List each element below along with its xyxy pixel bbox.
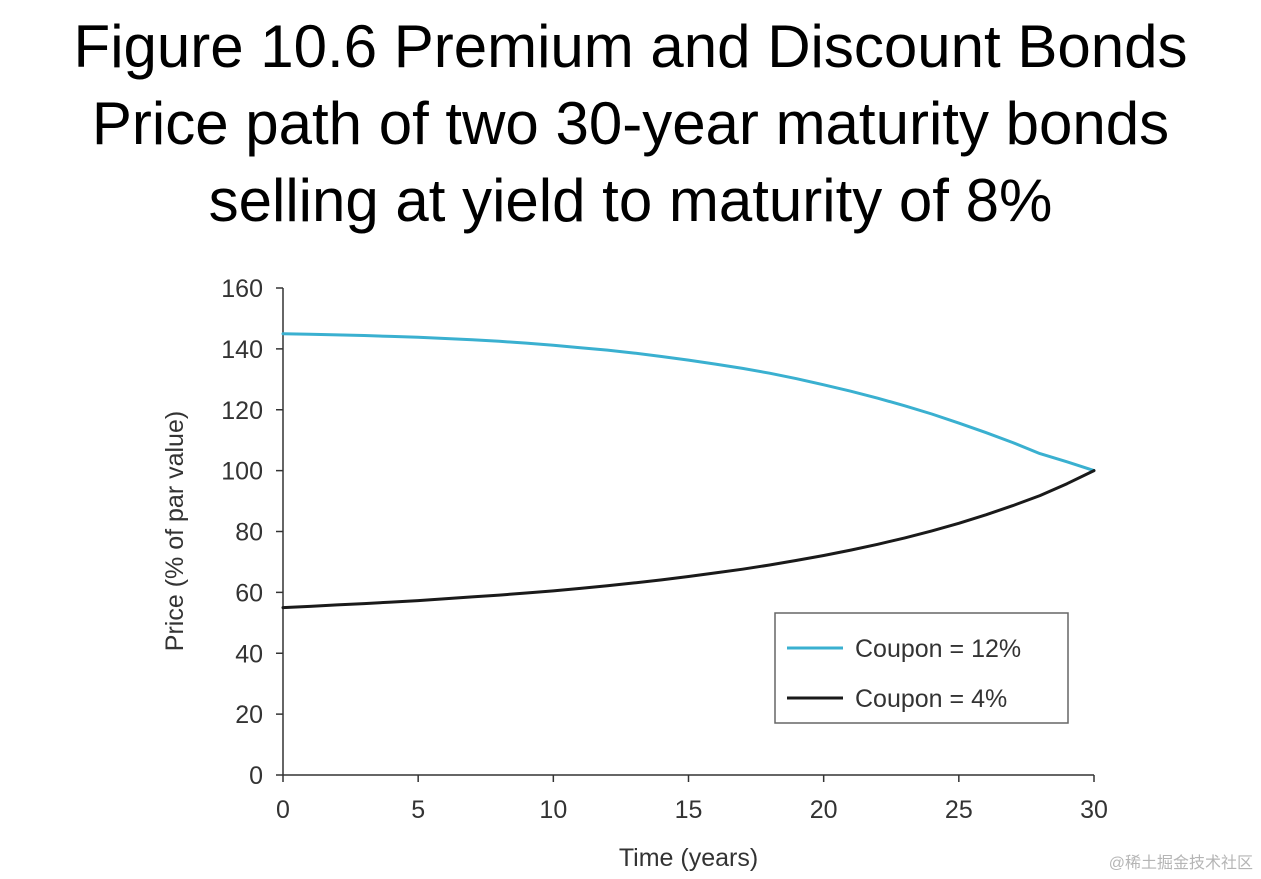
y-tick-label: 0: [249, 762, 263, 790]
legend-box: [774, 612, 1069, 724]
x-tick-label: 20: [810, 796, 838, 824]
y-tick-label: 20: [235, 701, 263, 729]
legend-label: Coupon = 4%: [855, 685, 1007, 713]
series-line-coupon-4: [281, 469, 1096, 610]
x-axis-label: Time (years): [619, 844, 758, 872]
y-axis-label: Price (% of par value): [161, 411, 189, 651]
chart-title: Figure 10.6 Premium and Discount Bonds P…: [0, 8, 1261, 239]
x-tick-label: 10: [539, 796, 567, 824]
watermark: @稀土掘金技术社区: [1108, 855, 1253, 872]
y-tick-label: 40: [235, 640, 263, 668]
x-tick-label: 5: [411, 796, 425, 824]
y-tick-label: 120: [221, 397, 263, 425]
legend-label: Coupon = 12%: [855, 635, 1021, 663]
x-tick-label: 30: [1080, 796, 1108, 824]
x-tick-label: 0: [276, 796, 290, 824]
x-tick-label: 15: [675, 796, 703, 824]
x-tick-label: 25: [945, 796, 973, 824]
title-line-2: Price path of two 30-year maturity bonds: [91, 90, 1170, 157]
y-tick-label: 100: [221, 458, 263, 486]
y-tick-label: 80: [235, 519, 263, 547]
y-tick-label: 60: [235, 579, 263, 607]
title-line-3: selling at yield to maturity of 8%: [208, 167, 1053, 234]
series-line-coupon-12: [281, 332, 1096, 473]
y-tick-label: 160: [221, 275, 263, 303]
title-line-1: Figure 10.6 Premium and Discount Bonds: [73, 13, 1188, 80]
y-tick-label: 140: [221, 336, 263, 364]
